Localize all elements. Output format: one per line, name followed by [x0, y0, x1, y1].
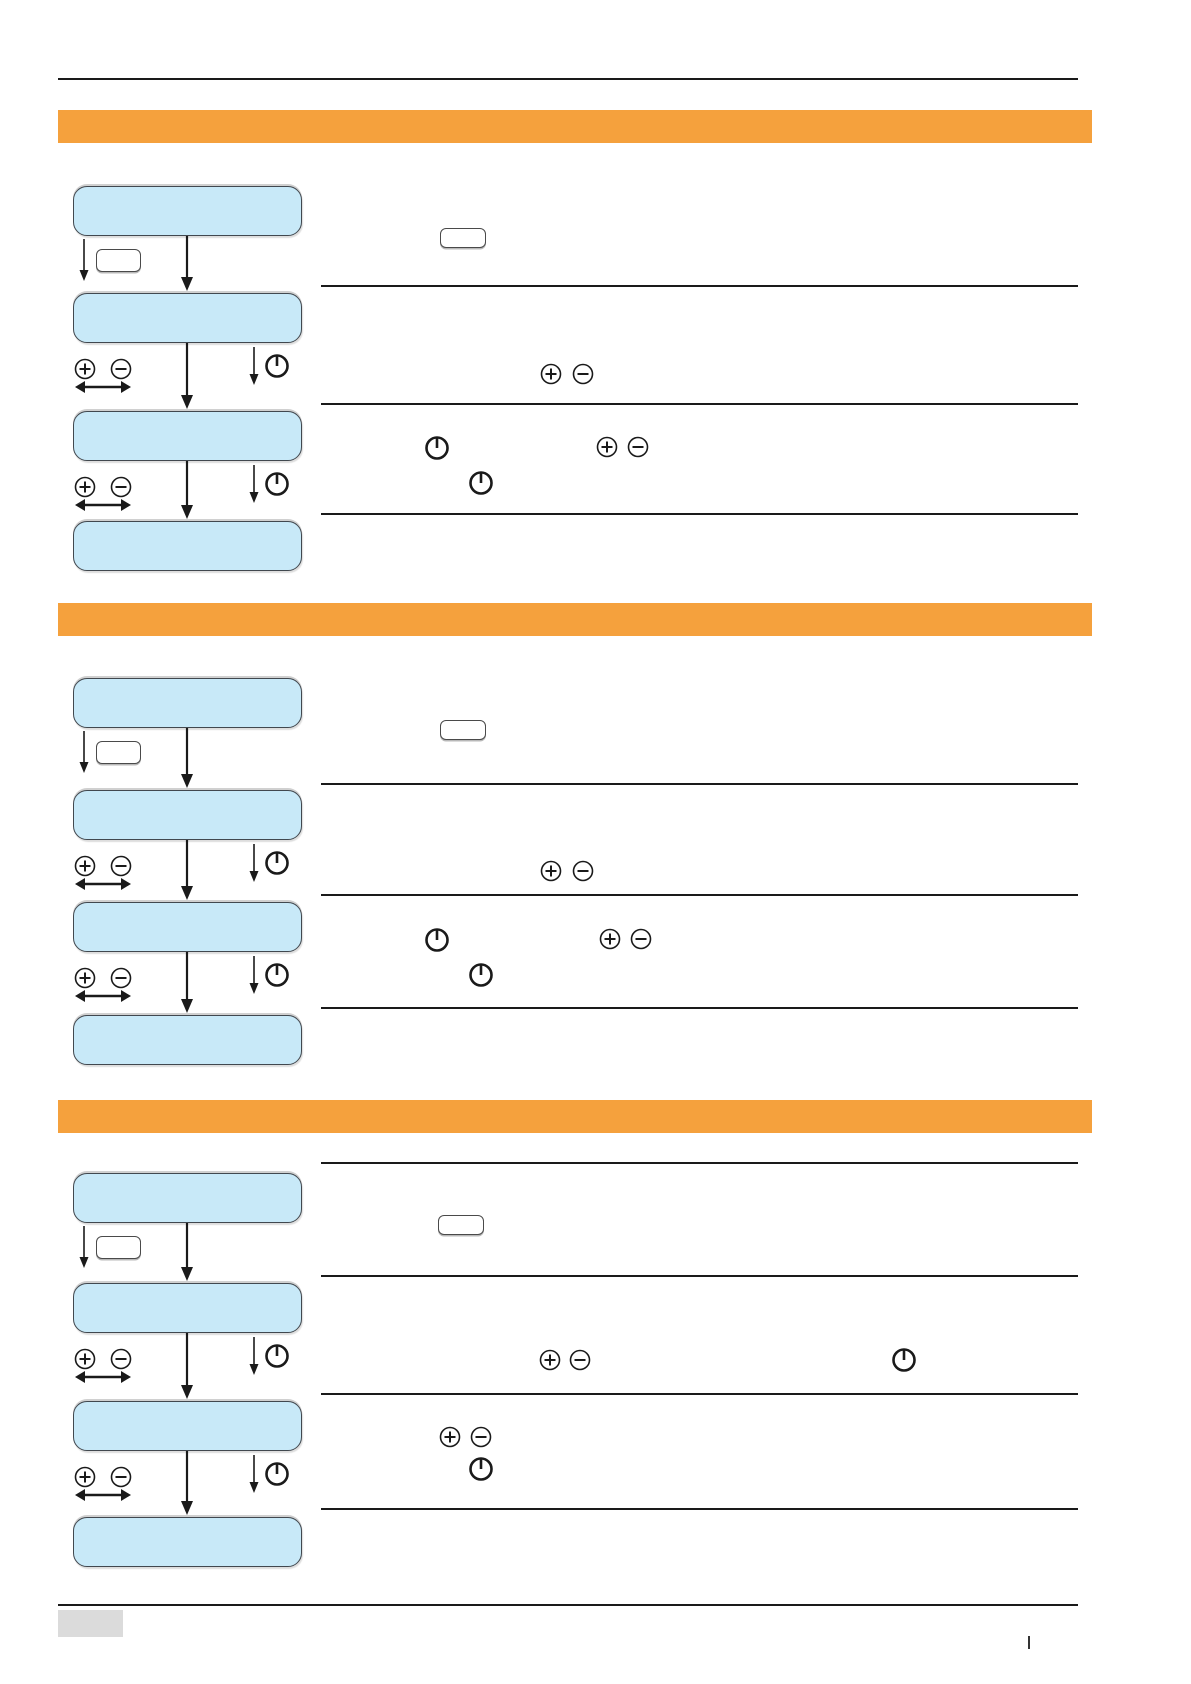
down-arrow-icon — [249, 1337, 259, 1375]
left-right-arrow-icon — [75, 877, 131, 891]
row-divider — [321, 513, 1078, 515]
down-arrow-icon — [180, 1333, 194, 1399]
down-arrow-icon — [249, 1455, 259, 1493]
left-right-arrow-icon — [75, 380, 131, 394]
flow-step-box — [73, 1517, 302, 1567]
minus-icon — [109, 854, 133, 878]
down-arrow-icon — [249, 844, 259, 882]
flow-step-box — [73, 790, 302, 840]
clock-icon — [467, 961, 495, 989]
plus-icon — [73, 357, 97, 381]
flow-step-box — [73, 1173, 302, 1223]
flow-step-box — [73, 678, 302, 728]
ok-button-icon — [96, 741, 141, 764]
clock-icon — [467, 1455, 495, 1483]
row-divider — [321, 894, 1078, 896]
section-header-bar — [58, 603, 1092, 636]
minus-icon — [629, 927, 653, 951]
clock-icon — [890, 1346, 918, 1374]
plus-icon — [73, 475, 97, 499]
ok-button-icon — [440, 228, 486, 248]
row-divider — [321, 285, 1078, 287]
minus-icon — [109, 1465, 133, 1489]
row-divider — [321, 1393, 1078, 1395]
ok-button-icon — [96, 1236, 141, 1259]
left-right-arrow-icon — [75, 498, 131, 512]
plus-icon — [539, 362, 563, 386]
section-header-bar — [58, 1100, 1092, 1133]
plus-icon — [73, 966, 97, 990]
plus-icon — [539, 859, 563, 883]
clock-icon — [423, 926, 451, 954]
row-divider — [321, 783, 1078, 785]
left-right-arrow-icon — [75, 1370, 131, 1384]
flow-step-box — [73, 1283, 302, 1333]
down-arrow-icon — [249, 956, 259, 994]
left-right-arrow-icon — [75, 1488, 131, 1502]
ok-button-icon — [438, 1215, 484, 1235]
down-arrow-icon — [79, 239, 89, 281]
row-divider — [321, 1275, 1078, 1277]
flow-step-box — [73, 521, 302, 571]
minus-icon — [571, 859, 595, 883]
left-right-arrow-icon — [75, 989, 131, 1003]
clock-icon — [263, 470, 291, 498]
row-divider — [321, 1508, 1078, 1510]
flow-step-box — [73, 902, 302, 952]
down-arrow-icon — [79, 1226, 89, 1268]
down-arrow-icon — [79, 731, 89, 773]
plus-icon — [538, 1348, 562, 1372]
clock-icon — [263, 1342, 291, 1370]
down-arrow-icon — [180, 840, 194, 900]
ok-button-icon — [96, 249, 141, 272]
plus-icon — [73, 1347, 97, 1371]
ok-button-icon — [440, 720, 486, 740]
minus-icon — [109, 357, 133, 381]
row-divider — [321, 1162, 1078, 1164]
flow-step-box — [73, 186, 302, 236]
clock-icon — [263, 1460, 291, 1488]
down-arrow-icon — [249, 347, 259, 385]
plus-icon — [73, 1465, 97, 1489]
down-arrow-icon — [180, 952, 194, 1013]
clock-icon — [263, 961, 291, 989]
section-header-bar — [58, 110, 1092, 143]
plus-icon — [595, 435, 619, 459]
row-divider — [321, 1007, 1078, 1009]
minus-icon — [109, 1347, 133, 1371]
bottom-divider — [58, 1604, 1078, 1606]
plus-icon — [598, 927, 622, 951]
clock-icon — [263, 849, 291, 877]
top-divider — [58, 78, 1078, 80]
flow-step-box — [73, 411, 302, 461]
flow-step-box — [73, 293, 302, 343]
minus-icon — [469, 1425, 493, 1449]
minus-icon — [626, 435, 650, 459]
clock-icon — [467, 469, 495, 497]
flow-step-box — [73, 1401, 302, 1451]
down-arrow-icon — [180, 236, 194, 291]
flow-step-box — [73, 1015, 302, 1065]
minus-icon — [109, 475, 133, 499]
footer-page-number-box — [58, 1610, 123, 1637]
row-divider — [321, 403, 1078, 405]
down-arrow-icon — [180, 728, 194, 788]
plus-icon — [438, 1425, 462, 1449]
footer-page-marker — [1028, 1636, 1030, 1649]
minus-icon — [571, 362, 595, 386]
clock-icon — [423, 434, 451, 462]
down-arrow-icon — [180, 1451, 194, 1515]
down-arrow-icon — [249, 465, 259, 503]
down-arrow-icon — [180, 461, 194, 519]
down-arrow-icon — [180, 343, 194, 409]
down-arrow-icon — [180, 1223, 194, 1281]
plus-icon — [73, 854, 97, 878]
minus-icon — [568, 1348, 592, 1372]
clock-icon — [263, 352, 291, 380]
minus-icon — [109, 966, 133, 990]
